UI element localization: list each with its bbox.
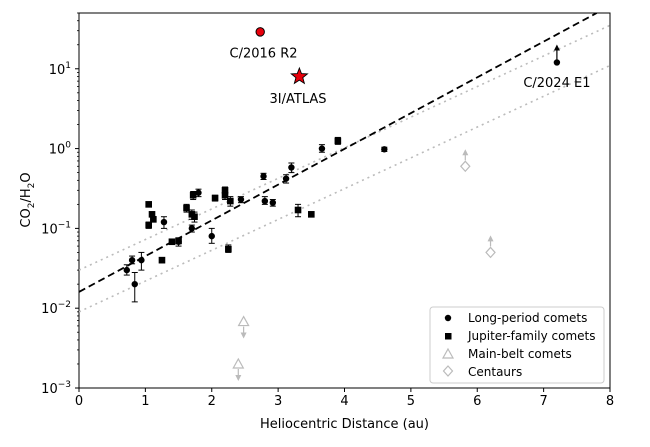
jupiter-family-point	[221, 191, 229, 199]
y-tick-label: 10−1	[41, 220, 71, 237]
lower-limit-arrowhead	[487, 235, 494, 242]
data-points	[123, 27, 561, 381]
legend-marker-jupiter-family	[445, 333, 452, 340]
centaur-point	[485, 246, 496, 259]
x-tick-label: 7	[539, 394, 547, 409]
long-period-point	[260, 173, 267, 180]
main-belt-point	[237, 315, 250, 327]
special-point-c2016r2	[255, 27, 265, 37]
lower-limit-arrowhead	[462, 149, 469, 156]
long-period-point	[269, 199, 277, 206]
x-tick-label: 2	[208, 394, 216, 409]
trend-line-lower	[79, 64, 610, 313]
jupiter-family-point	[189, 191, 197, 199]
jupiter-family-point	[148, 211, 156, 218]
y-axis-label: CO2/H2O	[19, 172, 37, 227]
legend-label-long-period: Long-period comets	[468, 311, 587, 325]
long-period-point	[282, 175, 290, 182]
upper-limit-arrowhead	[240, 332, 247, 339]
long-period-point	[123, 266, 130, 274]
trend-lines	[79, 13, 610, 313]
trend-line	[79, 13, 598, 293]
y-tick-label: 10−2	[41, 300, 71, 317]
jupiter-family-point	[294, 206, 302, 214]
centaur-point	[459, 160, 471, 173]
long-period-point	[553, 59, 561, 66]
y-tick-label: 10−3	[41, 380, 71, 397]
long-period-point	[195, 189, 202, 196]
long-period-point	[188, 225, 196, 232]
long-period-point	[318, 145, 326, 152]
legend-marker-centaurs	[442, 365, 454, 377]
jupiter-family-point	[150, 215, 157, 223]
x-tick-label: 3	[274, 394, 282, 409]
x-tick-label: 0	[75, 394, 83, 409]
long-period-point	[131, 280, 138, 288]
trend-line-upper	[79, 24, 610, 271]
long-period-point	[208, 232, 215, 240]
jupiter-family-point	[308, 211, 315, 218]
long-period-point	[160, 218, 168, 226]
axes: 0 1 2 3 4 5 6 7 8 10−3 10−2 10−1 100 101	[41, 12, 614, 409]
long-period-point	[237, 196, 245, 203]
legend-marker-main-belt	[441, 347, 455, 359]
long-period-point	[288, 164, 295, 171]
legend-label-jupiter-family: Jupiter-family comets	[467, 329, 596, 343]
long-period-point	[261, 197, 269, 205]
long-period-point	[128, 256, 136, 264]
legend-marker-long-period	[444, 314, 452, 322]
x-tick-label: 5	[407, 394, 415, 409]
jupiter-family-point	[225, 245, 232, 253]
annotation-c2016r2: C/2016 R2	[230, 46, 298, 61]
jupiter-family-point	[191, 213, 198, 221]
jupiter-family-point	[221, 187, 229, 194]
jupiter-family-point	[158, 256, 166, 264]
long-period-point	[138, 256, 145, 264]
legend-label-centaurs: Centaurs	[468, 365, 522, 379]
jupiter-family-point	[227, 197, 234, 205]
y-tick-label: 100	[49, 141, 72, 158]
jupiter-family-point	[145, 221, 152, 229]
upper-limit-arrowhead	[235, 374, 242, 381]
lower-limit-arrowhead	[553, 44, 560, 51]
legend-label-main-belt: Main-belt comets	[468, 347, 572, 361]
legend-box	[429, 306, 605, 384]
special-point-3i-atlas	[290, 66, 309, 85]
annotation-c2024e1: C/2024 E1	[523, 76, 590, 91]
main-belt-point	[232, 357, 245, 369]
jupiter-family-point	[168, 238, 176, 246]
legend: Long-period comets Jupiter-family comets…	[429, 306, 605, 384]
x-tick-label: 8	[606, 394, 614, 409]
jupiter-family-point	[145, 201, 152, 208]
x-tick-label: 1	[141, 394, 149, 409]
annotation-3i-atlas: 3I/ATLAS	[270, 92, 327, 107]
x-tick-label: 4	[340, 394, 348, 409]
y-tick-label: 101	[49, 61, 71, 78]
jupiter-family-point	[211, 194, 219, 202]
jupiter-family-point	[175, 237, 182, 245]
x-axis-label: Heliocentric Distance (au)	[260, 417, 429, 432]
x-tick-label: 6	[473, 394, 481, 409]
jupiter-family-point	[183, 204, 190, 212]
jupiter-family-point	[334, 137, 342, 145]
long-period-point	[381, 146, 388, 153]
